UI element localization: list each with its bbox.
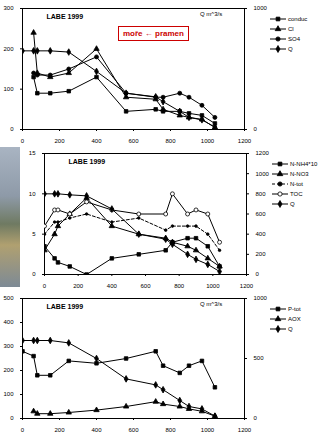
svg-text:200: 200 [54,138,65,144]
svg-text:600: 600 [128,427,139,433]
svg-text:800: 800 [256,191,267,197]
svg-text:400: 400 [3,319,14,325]
svg-text:600: 600 [256,211,267,217]
html-text:TOC: TOC [290,191,303,197]
svg-text:1000: 1000 [256,171,270,177]
svg-text:800: 800 [165,138,176,144]
svg-text:10: 10 [29,191,36,197]
svg-text:0: 0 [10,415,14,421]
svg-text:500: 500 [3,295,14,301]
svg-text:1000: 1000 [206,283,220,289]
html-text:SO4: SO4 [288,36,300,42]
svg-text:LABE 1999: LABE 1999 [69,158,106,165]
svg-text:200: 200 [3,367,14,373]
svg-text:0: 0 [254,415,258,421]
html-text:P-tot: P-tot [288,306,301,312]
svg-text:0: 0 [32,271,36,277]
svg-text:400: 400 [91,427,102,433]
svg-text:0: 0 [43,283,47,289]
svg-text:500: 500 [254,355,265,361]
html-text:Cl: Cl [288,26,294,32]
svg-text:600: 600 [128,138,139,144]
svg-text:400: 400 [256,231,267,237]
html-text:Q m^3/s: Q m^3/s [200,11,223,17]
html-text:AOX: AOX [288,316,301,322]
svg-text:1200: 1200 [256,150,270,156]
svg-text:300: 300 [3,5,14,11]
svg-text:200: 200 [256,251,267,257]
html-text:Q: Q [288,326,293,332]
html-text:N-NH4*10: N-NH4*10 [290,161,318,167]
html-text:conduc: conduc [288,16,308,22]
svg-text:LABE 1999: LABE 1999 [47,303,84,310]
svg-text:200: 200 [73,283,84,289]
svg-text:800: 800 [174,283,185,289]
html-text:Q m^3/s: Q m^3/s [200,301,223,307]
svg-text:0: 0 [254,126,258,132]
svg-text:800: 800 [165,427,176,433]
svg-text:300: 300 [3,343,14,349]
svg-text:100: 100 [3,391,14,397]
svg-text:0: 0 [21,427,25,433]
html-text:N-NO3: N-NO3 [290,171,309,177]
html-text:moře ← pramen: moře ← pramen [123,29,184,38]
svg-text:1200: 1200 [238,138,252,144]
svg-text:1200: 1200 [240,283,254,289]
svg-text:1000: 1000 [201,138,215,144]
svg-text:200: 200 [3,46,14,52]
svg-text:0: 0 [10,126,14,132]
svg-text:15: 15 [29,150,36,156]
svg-text:0: 0 [21,138,25,144]
svg-text:1000: 1000 [201,427,215,433]
svg-text:600: 600 [140,283,151,289]
html-text:Q: Q [288,46,293,52]
svg-text:1000: 1000 [254,5,268,11]
html-text:Q: Q [290,201,295,207]
svg-text:0: 0 [256,271,260,277]
svg-text:200: 200 [54,427,65,433]
svg-text:5: 5 [32,231,36,237]
svg-text:1200: 1200 [238,427,252,433]
svg-text:400: 400 [107,283,118,289]
svg-text:LABE 1999: LABE 1999 [47,13,84,20]
svg-text:100: 100 [3,86,14,92]
svg-text:400: 400 [91,138,102,144]
svg-text:1000: 1000 [254,295,268,301]
html-text:N-tot: N-tot [290,181,303,187]
